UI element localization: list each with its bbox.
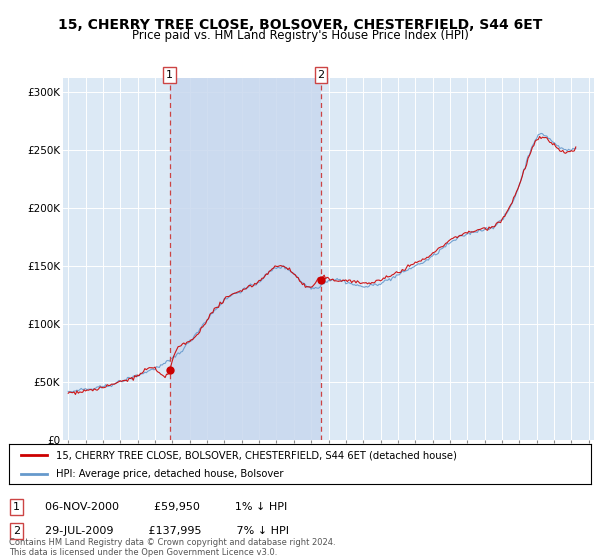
- Text: 06-NOV-2000          £59,950          1% ↓ HPI: 06-NOV-2000 £59,950 1% ↓ HPI: [45, 502, 287, 512]
- Text: HPI: Average price, detached house, Bolsover: HPI: Average price, detached house, Bols…: [56, 469, 283, 479]
- Text: 1: 1: [13, 502, 20, 512]
- Text: 15, CHERRY TREE CLOSE, BOLSOVER, CHESTERFIELD, S44 6ET: 15, CHERRY TREE CLOSE, BOLSOVER, CHESTER…: [58, 18, 542, 32]
- Bar: [170, 78, 321, 440]
- Text: 1: 1: [166, 70, 173, 80]
- Text: 29-JUL-2009          £137,995          7% ↓ HPI: 29-JUL-2009 £137,995 7% ↓ HPI: [45, 526, 289, 536]
- Text: 2: 2: [13, 526, 20, 536]
- Text: 15, CHERRY TREE CLOSE, BOLSOVER, CHESTERFIELD, S44 6ET (detached house): 15, CHERRY TREE CLOSE, BOLSOVER, CHESTER…: [56, 450, 457, 460]
- Text: Price paid vs. HM Land Registry's House Price Index (HPI): Price paid vs. HM Land Registry's House …: [131, 29, 469, 42]
- Text: Contains HM Land Registry data © Crown copyright and database right 2024.
This d: Contains HM Land Registry data © Crown c…: [9, 538, 335, 557]
- Text: 2: 2: [317, 70, 325, 80]
